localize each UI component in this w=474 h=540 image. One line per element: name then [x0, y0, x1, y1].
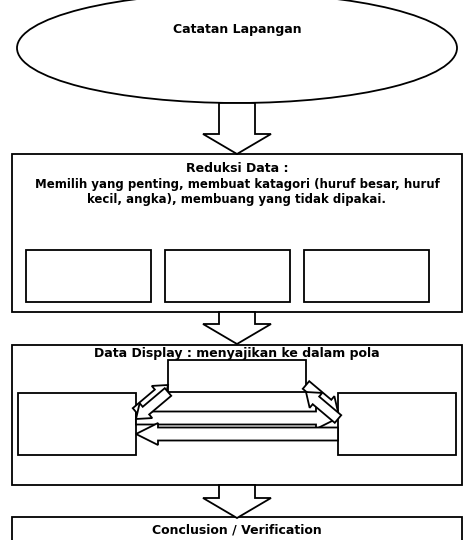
Bar — [12, 154, 462, 312]
Polygon shape — [136, 388, 171, 419]
Text: Reduksi Data :: Reduksi Data : — [186, 161, 288, 174]
Bar — [165, 250, 290, 302]
Polygon shape — [203, 485, 271, 518]
Bar — [12, 345, 462, 485]
Bar — [168, 360, 306, 392]
Polygon shape — [203, 103, 271, 154]
Bar — [26, 250, 151, 302]
Polygon shape — [136, 407, 338, 429]
Polygon shape — [136, 423, 338, 445]
Polygon shape — [133, 385, 168, 416]
Text: Conclusion / Verification: Conclusion / Verification — [152, 523, 322, 537]
Polygon shape — [203, 312, 271, 344]
Bar — [304, 250, 429, 302]
Text: Catatan Lapangan: Catatan Lapangan — [173, 24, 301, 37]
Text: Memilih yang penting, membuat katagori (huruf besar, huruf
kecil, angka), membua: Memilih yang penting, membuat katagori (… — [35, 178, 439, 206]
Bar — [12, 517, 462, 540]
Bar — [338, 393, 456, 455]
Text: Data Display : menyajikan ke dalam pola: Data Display : menyajikan ke dalam pola — [94, 348, 380, 361]
Polygon shape — [306, 392, 341, 423]
Polygon shape — [303, 381, 338, 412]
Bar — [18, 393, 136, 455]
